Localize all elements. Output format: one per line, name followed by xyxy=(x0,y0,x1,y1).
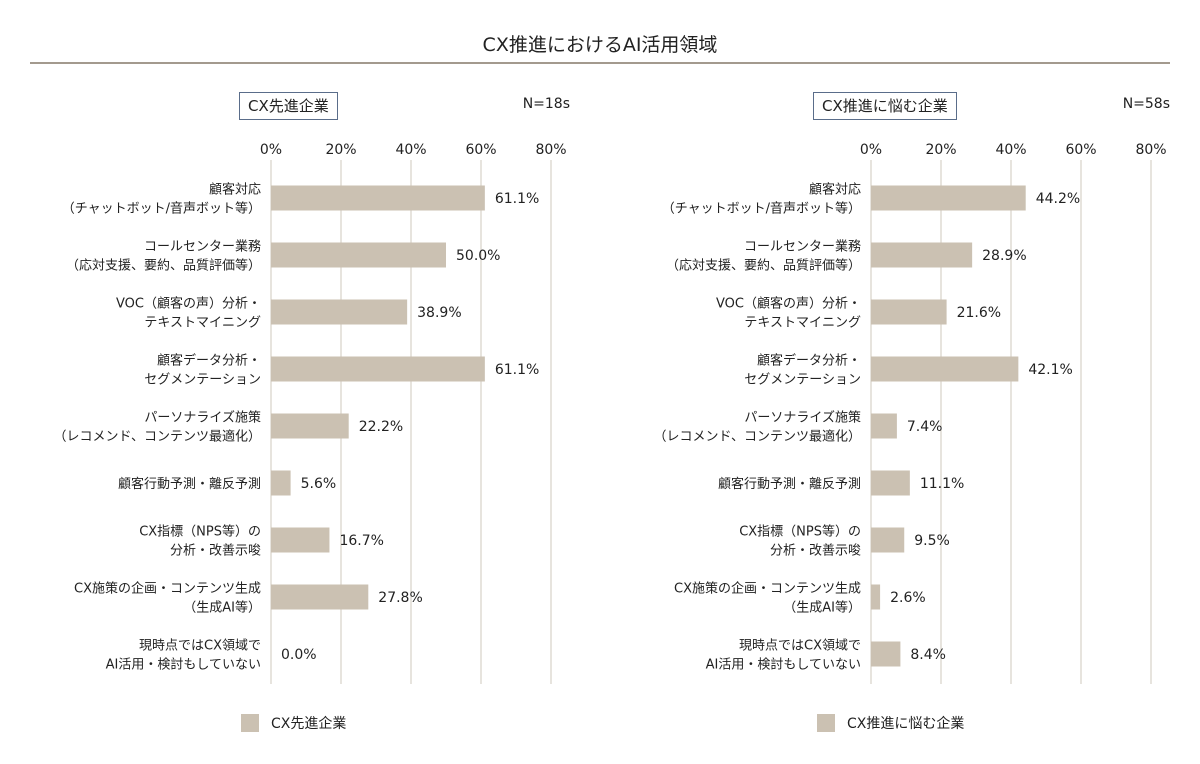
legend-swatch xyxy=(817,714,835,732)
tick-label: 20% xyxy=(325,142,356,158)
category-label: 顧客行動予測・離反予測 xyxy=(118,476,261,492)
bar xyxy=(271,413,349,439)
category-label: 顧客対応 xyxy=(209,182,261,198)
category-label: VOC（顧客の声）分析・ xyxy=(116,296,261,312)
data-label: 28.9% xyxy=(982,248,1026,264)
tick-label: 20% xyxy=(925,142,956,158)
category-label: 分析・改善示唆 xyxy=(170,543,261,559)
tick-label: 60% xyxy=(465,142,496,158)
category-label: （生成AI等） xyxy=(183,600,261,616)
bar xyxy=(871,584,881,610)
category-label: 分析・改善示唆 xyxy=(770,543,861,559)
category-label: パーソナライズ施策 xyxy=(144,410,261,426)
bar xyxy=(271,242,446,268)
tick-label: 60% xyxy=(1065,142,1096,158)
data-label: 61.1% xyxy=(495,191,539,207)
legend-label: CX推進に悩む企業 xyxy=(847,716,965,732)
bar xyxy=(271,527,330,553)
category-label: CX施策の企画・コンテンツ生成 xyxy=(674,581,861,597)
category-label: CX施策の企画・コンテンツ生成 xyxy=(74,581,261,597)
bar xyxy=(871,242,973,268)
data-label: 22.2% xyxy=(359,419,403,435)
category-label: 顧客対応 xyxy=(809,182,861,198)
bar xyxy=(271,299,408,325)
bar xyxy=(871,185,1026,211)
category-label: 顧客データ分析・ xyxy=(757,353,861,369)
legend-left: CX先進企業 xyxy=(241,713,346,733)
data-label: 0.0% xyxy=(281,647,317,663)
tick-label: 0% xyxy=(260,142,282,158)
data-label: 7.4% xyxy=(907,419,943,435)
category-label: パーソナライズ施策 xyxy=(744,410,861,426)
data-label: 21.6% xyxy=(957,305,1001,321)
tick-label: 80% xyxy=(535,142,566,158)
panel-series-label: CX推進に悩む企業 xyxy=(813,92,957,120)
bar xyxy=(871,356,1019,382)
category-label: VOC（顧客の声）分析・ xyxy=(716,296,861,312)
bar xyxy=(871,470,910,496)
data-label: 5.6% xyxy=(301,476,337,492)
bar xyxy=(271,470,291,496)
category-label: （チャットボット/音声ボット等） xyxy=(662,201,861,217)
tick-label: 80% xyxy=(1135,142,1166,158)
category-label: 顧客データ分析・ xyxy=(157,353,261,369)
category-label: AI活用・検討もしていない xyxy=(106,657,261,673)
data-label: 50.0% xyxy=(456,248,500,264)
bar xyxy=(271,356,485,382)
category-label: （レコメンド、コンテンツ最適化） xyxy=(54,429,261,445)
bar xyxy=(871,527,905,553)
tick-label: 40% xyxy=(995,142,1026,158)
category-label: （応対支援、要約、品質評価等） xyxy=(666,258,861,274)
data-label: 38.9% xyxy=(417,305,461,321)
legend-right: CX推進に悩む企業 xyxy=(817,713,964,733)
legend-swatch xyxy=(241,714,259,732)
data-label: 61.1% xyxy=(495,362,539,378)
bar xyxy=(871,413,897,439)
category-label: テキストマイニング xyxy=(144,316,261,331)
panel-series-label: CX先進企業 xyxy=(239,92,338,120)
tick-label: 40% xyxy=(395,142,426,158)
sample-size-label: N=18s xyxy=(522,96,570,112)
category-label: CX指標（NPS等）の xyxy=(739,524,861,540)
bar xyxy=(271,584,369,610)
data-label: 8.4% xyxy=(910,647,946,663)
category-label: 現時点ではCX領域で xyxy=(739,638,861,654)
category-label: セグメンテーション xyxy=(144,373,261,388)
category-label: （チャットボット/音声ボット等） xyxy=(62,201,261,217)
chart-title: CX推進におけるAI活用領域 xyxy=(482,34,718,56)
bar xyxy=(871,641,901,667)
data-label: 2.6% xyxy=(890,590,926,606)
data-label: 16.7% xyxy=(339,533,383,549)
data-label: 44.2% xyxy=(1036,191,1080,207)
data-label: 27.8% xyxy=(378,590,422,606)
data-label: 9.5% xyxy=(914,533,950,549)
category-label: テキストマイニング xyxy=(744,316,861,331)
legend-label: CX先進企業 xyxy=(271,716,347,732)
category-label: コールセンター業務 xyxy=(744,239,861,255)
category-label: 現時点ではCX領域で xyxy=(139,638,261,654)
category-label: CX指標（NPS等）の xyxy=(139,524,261,540)
title-divider xyxy=(30,62,1170,64)
category-label: 顧客行動予測・離反予測 xyxy=(718,476,861,492)
bar xyxy=(271,185,485,211)
category-label: コールセンター業務 xyxy=(144,239,261,255)
category-label: AI活用・検討もしていない xyxy=(706,657,861,673)
data-label: 42.1% xyxy=(1028,362,1072,378)
tick-label: 0% xyxy=(860,142,882,158)
category-label: セグメンテーション xyxy=(744,373,861,388)
bar xyxy=(871,299,947,325)
data-label: 11.1% xyxy=(920,476,964,492)
category-label: （レコメンド、コンテンツ最適化） xyxy=(654,429,861,445)
category-label: （応対支援、要約、品質評価等） xyxy=(66,258,261,274)
sample-size-label: N=58s xyxy=(1122,96,1170,112)
category-label: （生成AI等） xyxy=(783,600,861,616)
